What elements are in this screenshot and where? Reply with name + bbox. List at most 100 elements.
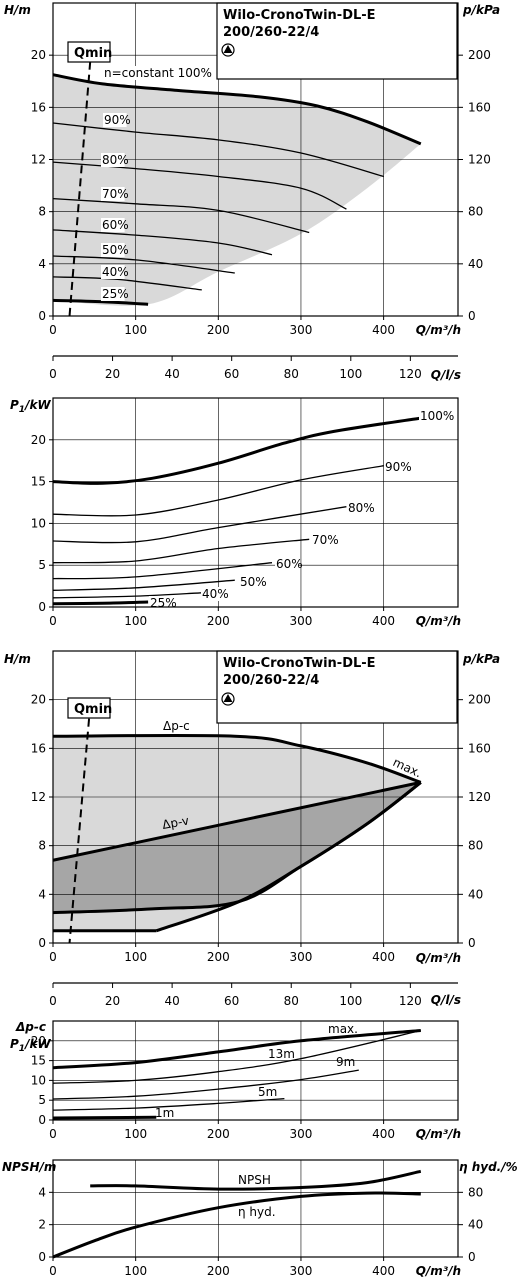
x-tick-label: 300 [290,1127,313,1141]
y2-tick-label: 0 [468,309,476,323]
curve-label: max. [328,1022,358,1036]
y-axis-title-line-2: P1/kW [10,1037,51,1054]
grid [53,398,458,607]
x-tick-label: 100 [124,323,147,337]
x-tick-label: 0 [49,614,57,628]
y-tick-label: 5 [38,558,46,572]
power-curve [52,562,273,580]
ls-tick-label: 20 [105,367,120,381]
curve-label-bg [419,409,450,423]
head-curve [52,197,310,234]
x-tick-label: 200 [207,950,230,964]
curve-label-bg [101,287,125,301]
y-tick-labels: 0 5 10 15 20 [31,433,53,614]
x-tick-label: 200 [207,614,230,628]
curve-label: NPSH [238,1173,271,1187]
panel-flow-ls: 0 20 40 60 80 100 120 Q/l/s [49,355,461,382]
y2-tick-label: 160 [468,741,491,755]
curve-label: 70% [312,533,339,547]
y-tick-label: 10 [31,516,46,530]
curve-label: η hyd. [238,1205,276,1219]
head-curve [52,229,273,256]
x-tick-label: 100 [124,1127,147,1141]
y-tick-label: 16 [31,741,46,755]
ls-tick-label: 100 [339,367,362,381]
dp-c-label: Δp-c [163,719,190,733]
y-axis-title: H/m [4,3,31,17]
ls-tick-label: 0 [49,994,57,1008]
x-tick-label: 400 [372,614,395,628]
y-tick-label: 4 [38,887,46,901]
y2-tick-labels: 0 40 80 [458,1185,483,1264]
y-tick-label: 15 [31,1054,46,1068]
power-curve [52,600,149,606]
x-axis-title: Q/m³/h [416,1264,461,1278]
power-dp-curve [52,1115,157,1120]
y-tick-label: 20 [31,48,46,62]
y-tick-label: 4 [38,257,46,271]
curve-label-bg [101,243,125,257]
y-tick-labels: 0 5 10 15 20 [31,1034,53,1127]
y2-tick-label: 0 [468,1250,476,1264]
power-dp-curve [52,1029,421,1084]
curve-label: 50% [102,243,129,257]
y-tick-label: 5 [38,1093,46,1107]
curve-label-bg [311,533,335,547]
y-tick-label: 10 [31,1073,46,1087]
ls-tick-marks: 0 20 40 60 80 100 120 [49,356,422,381]
ls-axis-title: Q/l/s [431,368,461,382]
title-line-2: 200/260-22/4 [223,673,319,688]
title-line-1: Wilo-CronoTwin-DL-E [223,8,376,23]
head-curve [52,122,384,178]
curve-label: 9m [336,1055,355,1069]
y-tick-label: 2 [38,1218,46,1232]
curve-label: 40% [102,265,129,279]
x-tick-label: 400 [372,1264,395,1278]
ls-tick-label: 60 [224,994,239,1008]
y-tick-label: 16 [31,100,46,114]
ls-tick-label: 80 [284,994,299,1008]
y-axis-title: P1/kW [10,398,51,415]
y2-axis-title: p/kPa [462,3,500,17]
pump-symbol-icon [221,43,235,57]
ls-tick-label: 40 [164,994,179,1008]
x-tick-labels: 0 100 200 300 400 [49,1120,395,1141]
power-curves: 100% 90% 80% 70% 60% 50% 40% 25% [52,409,454,610]
y2-tick-label: 40 [468,1218,483,1232]
y2-tick-label: 40 [468,887,483,901]
power-dp-curve [52,1029,421,1070]
curve-label-bg [275,557,299,571]
power-curve [52,416,422,485]
power-dp-curve [52,1069,359,1100]
head-curve [52,276,202,291]
x-tick-label: 0 [49,950,57,964]
x-tick-label: 200 [207,1127,230,1141]
y2-tick-label: 80 [468,839,483,853]
dp-v-range-area [53,782,421,913]
ls-tick-label: 80 [284,367,299,381]
ls-tick-label: 120 [399,367,422,381]
curve-label: 40% [202,587,229,601]
head-curves: n=constant 100% 90% 80% 70% 60% 50% 40% 25% [52,66,422,306]
y-tick-labels: 0 4 8 12 16 20 [31,693,53,950]
x-tick-label: 100 [124,950,147,964]
x-tick-label: 400 [372,950,395,964]
x-tick-label: 200 [207,323,230,337]
ls-tick-label: 40 [164,367,179,381]
curve-label-bg [103,113,127,127]
y2-tick-label: 120 [468,790,491,804]
x-tick-labels: 0 100 200 300 400 [49,607,395,628]
qmin-label: Qmin [74,46,112,61]
x-tick-label: 400 [372,1127,395,1141]
panel-power-dp: max. 13m 9m 5m 1m 0 100 200 300 400 0 5 10 15 20 Δp-… [10,1020,461,1141]
power-curve [52,592,202,599]
curve-label: 13m [268,1047,295,1061]
plot-frame [52,397,459,608]
x-tick-label: 300 [290,1264,313,1278]
power-curve [52,538,310,564]
panel-power: 100%90%80%70%60%50%40%25% 0 100 200 300 400 … [10,397,461,628]
y2-tick-label: 80 [468,205,483,219]
curve-label: 100% [420,409,454,423]
power-curve [52,579,235,591]
